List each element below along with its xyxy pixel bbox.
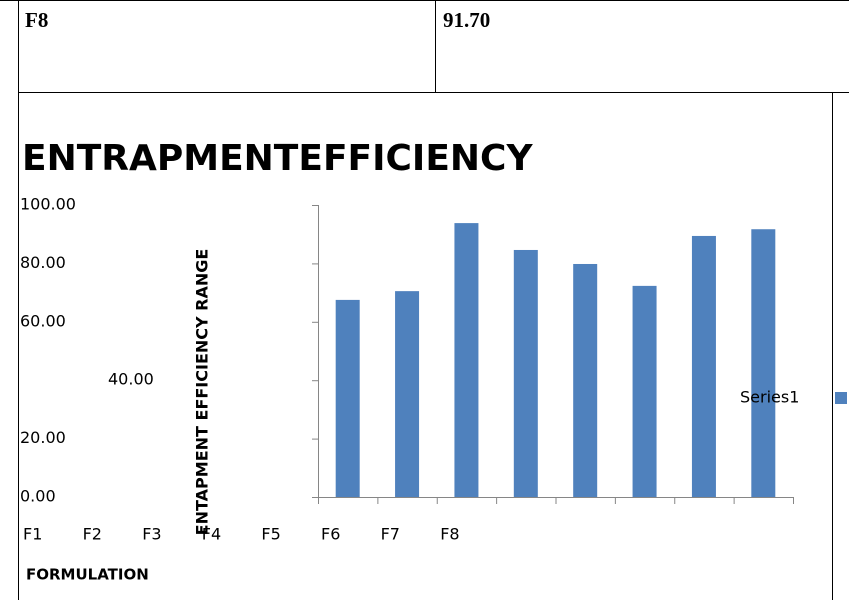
bar <box>632 285 657 497</box>
legend-swatch <box>835 392 847 404</box>
x-tick-label: F4 <box>202 525 221 544</box>
y-axis-label: ENTAPMENT EFFICIENCY RANGE <box>193 249 212 536</box>
x-tick-label: F2 <box>83 525 102 544</box>
y-tick-label: 80.00 <box>20 253 66 272</box>
y-tick-label: 40.00 <box>108 370 154 389</box>
chart-title: ENTRAPMENTEFFICIENCY <box>22 138 533 179</box>
bar <box>573 263 598 497</box>
x-tick-label: F6 <box>321 525 340 544</box>
y-tick-label: 60.00 <box>20 311 66 330</box>
x-tick-label: F8 <box>440 525 459 544</box>
legend-label: Series1 <box>740 388 799 407</box>
bar <box>335 299 360 497</box>
bar <box>691 235 716 497</box>
y-tick-label: 20.00 <box>20 428 66 447</box>
bar <box>454 223 479 497</box>
x-axis-label: FORMULATION <box>26 566 149 584</box>
x-tick-label: F7 <box>381 525 400 544</box>
bar <box>513 249 538 497</box>
y-tick-label: 0.00 <box>20 487 56 506</box>
y-tick-label: 100.00 <box>20 195 76 214</box>
bar <box>751 229 776 497</box>
table-cell: F8 <box>25 8 48 32</box>
x-tick-label: F3 <box>142 525 161 544</box>
x-tick-label: F1 <box>23 525 42 544</box>
bar <box>395 291 420 497</box>
x-tick-label: F5 <box>261 525 280 544</box>
table <box>0 0 849 600</box>
table-cell: 91.70 <box>443 8 490 32</box>
